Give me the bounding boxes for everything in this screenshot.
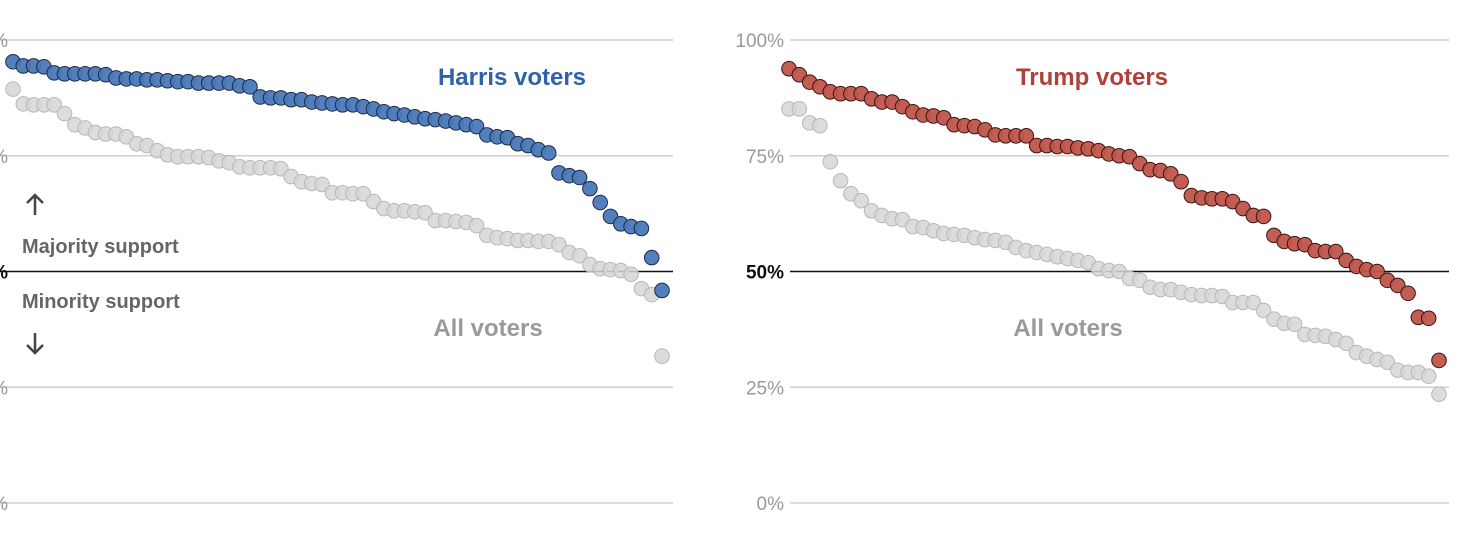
y-tick-label: 50%	[0, 263, 8, 284]
data-point	[1338, 335, 1354, 352]
data-point	[1286, 316, 1303, 333]
y-tick-label: 50%	[746, 263, 784, 284]
minority-support-annotation: Minority support	[22, 291, 180, 313]
data-point	[633, 220, 650, 237]
data-point	[46, 97, 63, 113]
y-tick-label: 100%	[735, 31, 784, 52]
data-point	[56, 105, 73, 122]
series-label-trump-voters: Trump voters	[1016, 64, 1168, 91]
data-point	[1420, 310, 1437, 327]
data-point	[1431, 352, 1447, 369]
data-point	[468, 217, 485, 234]
data-point	[853, 192, 870, 209]
data-point	[551, 236, 567, 253]
data-point	[623, 266, 639, 283]
data-point	[5, 81, 21, 97]
data-point	[571, 247, 588, 264]
y-tick-label: 25%	[0, 378, 8, 399]
data-point	[1173, 173, 1189, 190]
series-label-all-voters-left: All voters	[433, 315, 542, 342]
data-point	[571, 169, 588, 186]
arrow-up-icon	[26, 193, 44, 215]
data-point	[832, 172, 849, 189]
series-trump-voters	[781, 60, 1447, 369]
y-tick-label: 75%	[0, 147, 8, 168]
y-tick-label: 100%	[0, 31, 8, 52]
series-all-voters	[781, 101, 1447, 402]
data-point	[1379, 354, 1396, 371]
data-point	[592, 194, 608, 211]
data-point	[1245, 294, 1262, 311]
data-point	[1328, 243, 1344, 260]
data-point	[1369, 263, 1385, 280]
data-point	[1255, 208, 1272, 225]
data-point	[1400, 285, 1416, 302]
data-point	[654, 282, 670, 299]
data-point	[417, 204, 433, 221]
panel-harris: 0% 25% 50% 75% 100%	[0, 31, 673, 515]
arrow-down-icon	[26, 333, 44, 355]
data-point	[1431, 386, 1447, 402]
data-point	[468, 118, 485, 135]
data-point	[1420, 368, 1437, 384]
data-point	[582, 180, 598, 197]
data-point	[314, 176, 330, 193]
data-point	[812, 117, 828, 134]
data-point	[654, 348, 670, 365]
y-tick-label: 0%	[757, 494, 785, 515]
series-harris-voters	[5, 53, 670, 299]
series-label-harris-voters: Harris voters	[438, 64, 586, 91]
series-label-all-voters-right: All voters	[1013, 315, 1122, 342]
data-point	[242, 78, 258, 95]
y-tick-label: 75%	[746, 147, 784, 168]
series-all-voters	[5, 81, 670, 365]
panel-trump: 0% 25% 50% 75% 100%	[735, 31, 1449, 515]
y-tick-label: 25%	[746, 378, 784, 399]
data-point	[355, 185, 372, 202]
data-point	[273, 160, 289, 177]
y-tick-label: 0%	[0, 494, 8, 515]
data-point	[791, 101, 808, 117]
majority-support-annotation: Majority support	[22, 236, 179, 258]
data-point	[540, 145, 557, 161]
data-point	[1162, 166, 1179, 182]
data-point	[1389, 277, 1406, 294]
data-point	[1018, 128, 1035, 144]
data-point	[822, 153, 839, 170]
data-point	[643, 249, 660, 266]
data-point	[1255, 302, 1272, 319]
